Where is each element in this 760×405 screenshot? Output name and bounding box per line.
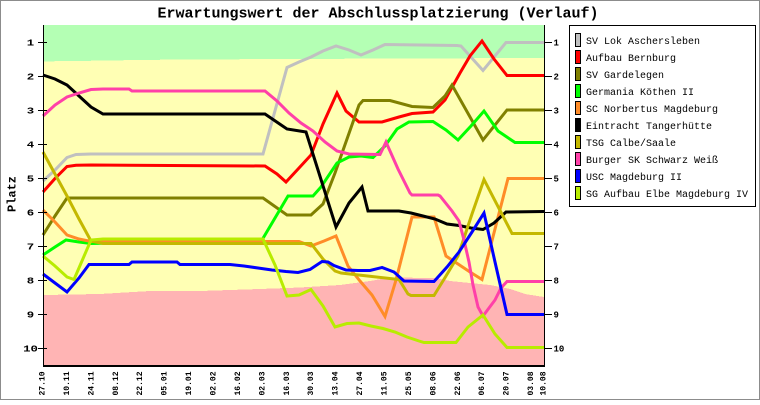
- svg-text:SV Gardelegen: SV Gardelegen: [586, 70, 664, 82]
- svg-text:SG Aufbau Elbe Magdeburg IV: SG Aufbau Elbe Magdeburg IV: [586, 189, 748, 201]
- svg-text:9: 9: [27, 311, 34, 321]
- svg-text:3: 3: [554, 106, 559, 116]
- svg-text:08.12: 08.12: [112, 371, 121, 395]
- svg-text:11.05: 11.05: [381, 371, 390, 395]
- svg-text:5: 5: [27, 175, 35, 185]
- svg-text:08.06: 08.06: [429, 371, 438, 395]
- svg-text:SC Norbertus Magdeburg: SC Norbertus Magdeburg: [586, 104, 718, 116]
- svg-text:02.02: 02.02: [210, 371, 219, 395]
- svg-text:10: 10: [23, 345, 38, 355]
- svg-text:24.11: 24.11: [87, 371, 96, 395]
- svg-text:10.11: 10.11: [63, 371, 72, 395]
- svg-text:Platz: Platz: [6, 176, 20, 212]
- svg-text:25.05: 25.05: [405, 371, 414, 395]
- svg-text:USC Magdeburg II: USC Magdeburg II: [586, 172, 682, 184]
- svg-text:7: 7: [554, 242, 559, 252]
- svg-text:TSG Calbe/Saale: TSG Calbe/Saale: [586, 138, 676, 150]
- svg-text:27.04: 27.04: [356, 371, 365, 395]
- svg-text:10: 10: [554, 344, 565, 354]
- svg-text:6: 6: [27, 209, 34, 219]
- svg-text:22.06: 22.06: [454, 371, 463, 395]
- svg-text:10.08: 10.08: [539, 371, 548, 395]
- svg-text:22.12: 22.12: [136, 371, 145, 395]
- svg-text:Germania Köthen II: Germania Köthen II: [586, 87, 694, 99]
- svg-text:Burger SK Schwarz Weiß: Burger SK Schwarz Weiß: [586, 155, 718, 167]
- svg-text:Eintracht Tangerhütte: Eintracht Tangerhütte: [586, 121, 712, 133]
- svg-text:Aufbau Bernburg: Aufbau Bernburg: [586, 53, 676, 65]
- svg-text:3: 3: [27, 107, 35, 117]
- svg-text:2: 2: [554, 72, 559, 82]
- svg-text:19.01: 19.01: [185, 371, 194, 395]
- svg-text:13.04: 13.04: [332, 371, 341, 395]
- svg-text:1: 1: [554, 38, 560, 48]
- svg-text:02.03: 02.03: [258, 371, 267, 395]
- svg-text:8: 8: [554, 276, 559, 286]
- svg-text:4: 4: [27, 141, 35, 151]
- svg-text:16.03: 16.03: [283, 371, 292, 395]
- svg-text:2: 2: [27, 73, 34, 83]
- svg-text:16.02: 16.02: [234, 371, 243, 395]
- svg-text:30.03: 30.03: [307, 371, 316, 395]
- svg-text:20.07: 20.07: [503, 371, 512, 395]
- svg-text:03.08: 03.08: [527, 371, 536, 395]
- svg-text:4: 4: [554, 140, 560, 150]
- svg-text:8: 8: [27, 277, 35, 287]
- svg-text:27.10: 27.10: [39, 371, 48, 395]
- svg-text:5: 5: [554, 174, 559, 184]
- svg-text:9: 9: [554, 310, 559, 320]
- svg-text:1: 1: [27, 39, 35, 49]
- svg-text:05.01: 05.01: [161, 371, 170, 395]
- svg-text:SV Lok Aschersleben: SV Lok Aschersleben: [586, 36, 700, 48]
- svg-text:06.07: 06.07: [478, 371, 487, 395]
- svg-text:Erwartungswert der Abschlusspl: Erwartungswert der Abschlussplatzierung …: [157, 6, 598, 23]
- svg-text:7: 7: [27, 243, 34, 253]
- svg-text:6: 6: [554, 208, 559, 218]
